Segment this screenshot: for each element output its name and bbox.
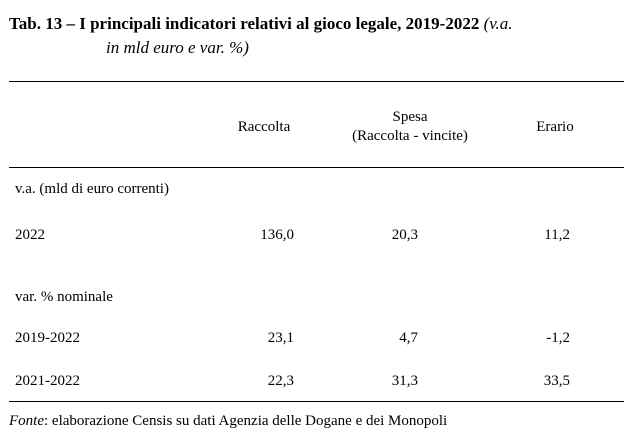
table-bottom-rule: [9, 401, 624, 402]
header-erario: Erario: [536, 119, 574, 135]
section-label-nominal-change: var. % nominale: [15, 289, 113, 305]
source-text: : elaborazione Censis su dati Agenzia de…: [44, 413, 448, 429]
table-header-rule: [9, 167, 624, 168]
cell-raccolta: 22,3: [267, 373, 294, 389]
row-label: 2021-2022: [15, 373, 80, 389]
table-title-unit-part1: (v.a.: [483, 14, 513, 33]
cell-erario: 11,2: [544, 227, 570, 243]
cell-raccolta: 23,1: [267, 330, 294, 346]
cell-spesa: 4,7: [399, 330, 418, 346]
table-top-rule: [9, 81, 624, 82]
cell-spesa: 20,3: [391, 227, 418, 243]
source-label: Fonte: [9, 413, 44, 429]
header-spesa-subtitle: (Raccolta - vincite): [352, 128, 468, 144]
header-spesa: Spesa: [392, 109, 428, 125]
cell-raccolta: 136,0: [260, 227, 294, 243]
source-note: Fonte: elaborazione Censis su dati Agenz…: [9, 412, 447, 430]
cell-spesa: 31,3: [391, 373, 418, 389]
row-label: 2022: [15, 227, 45, 243]
table-title: Tab. 13 – I principali indicatori relati…: [9, 12, 624, 60]
table-title-unit-part2: in mld euro e var. %): [106, 38, 249, 57]
section-label-absolute-values: v.a. (mld di euro correnti): [15, 181, 169, 197]
table-title-main: Tab. 13 – I principali indicatori relati…: [9, 14, 480, 33]
cell-erario: -1,2: [546, 330, 570, 346]
row-label: 2019-2022: [15, 330, 80, 346]
header-raccolta: Raccolta: [237, 119, 291, 135]
cell-erario: 33,5: [543, 373, 570, 389]
